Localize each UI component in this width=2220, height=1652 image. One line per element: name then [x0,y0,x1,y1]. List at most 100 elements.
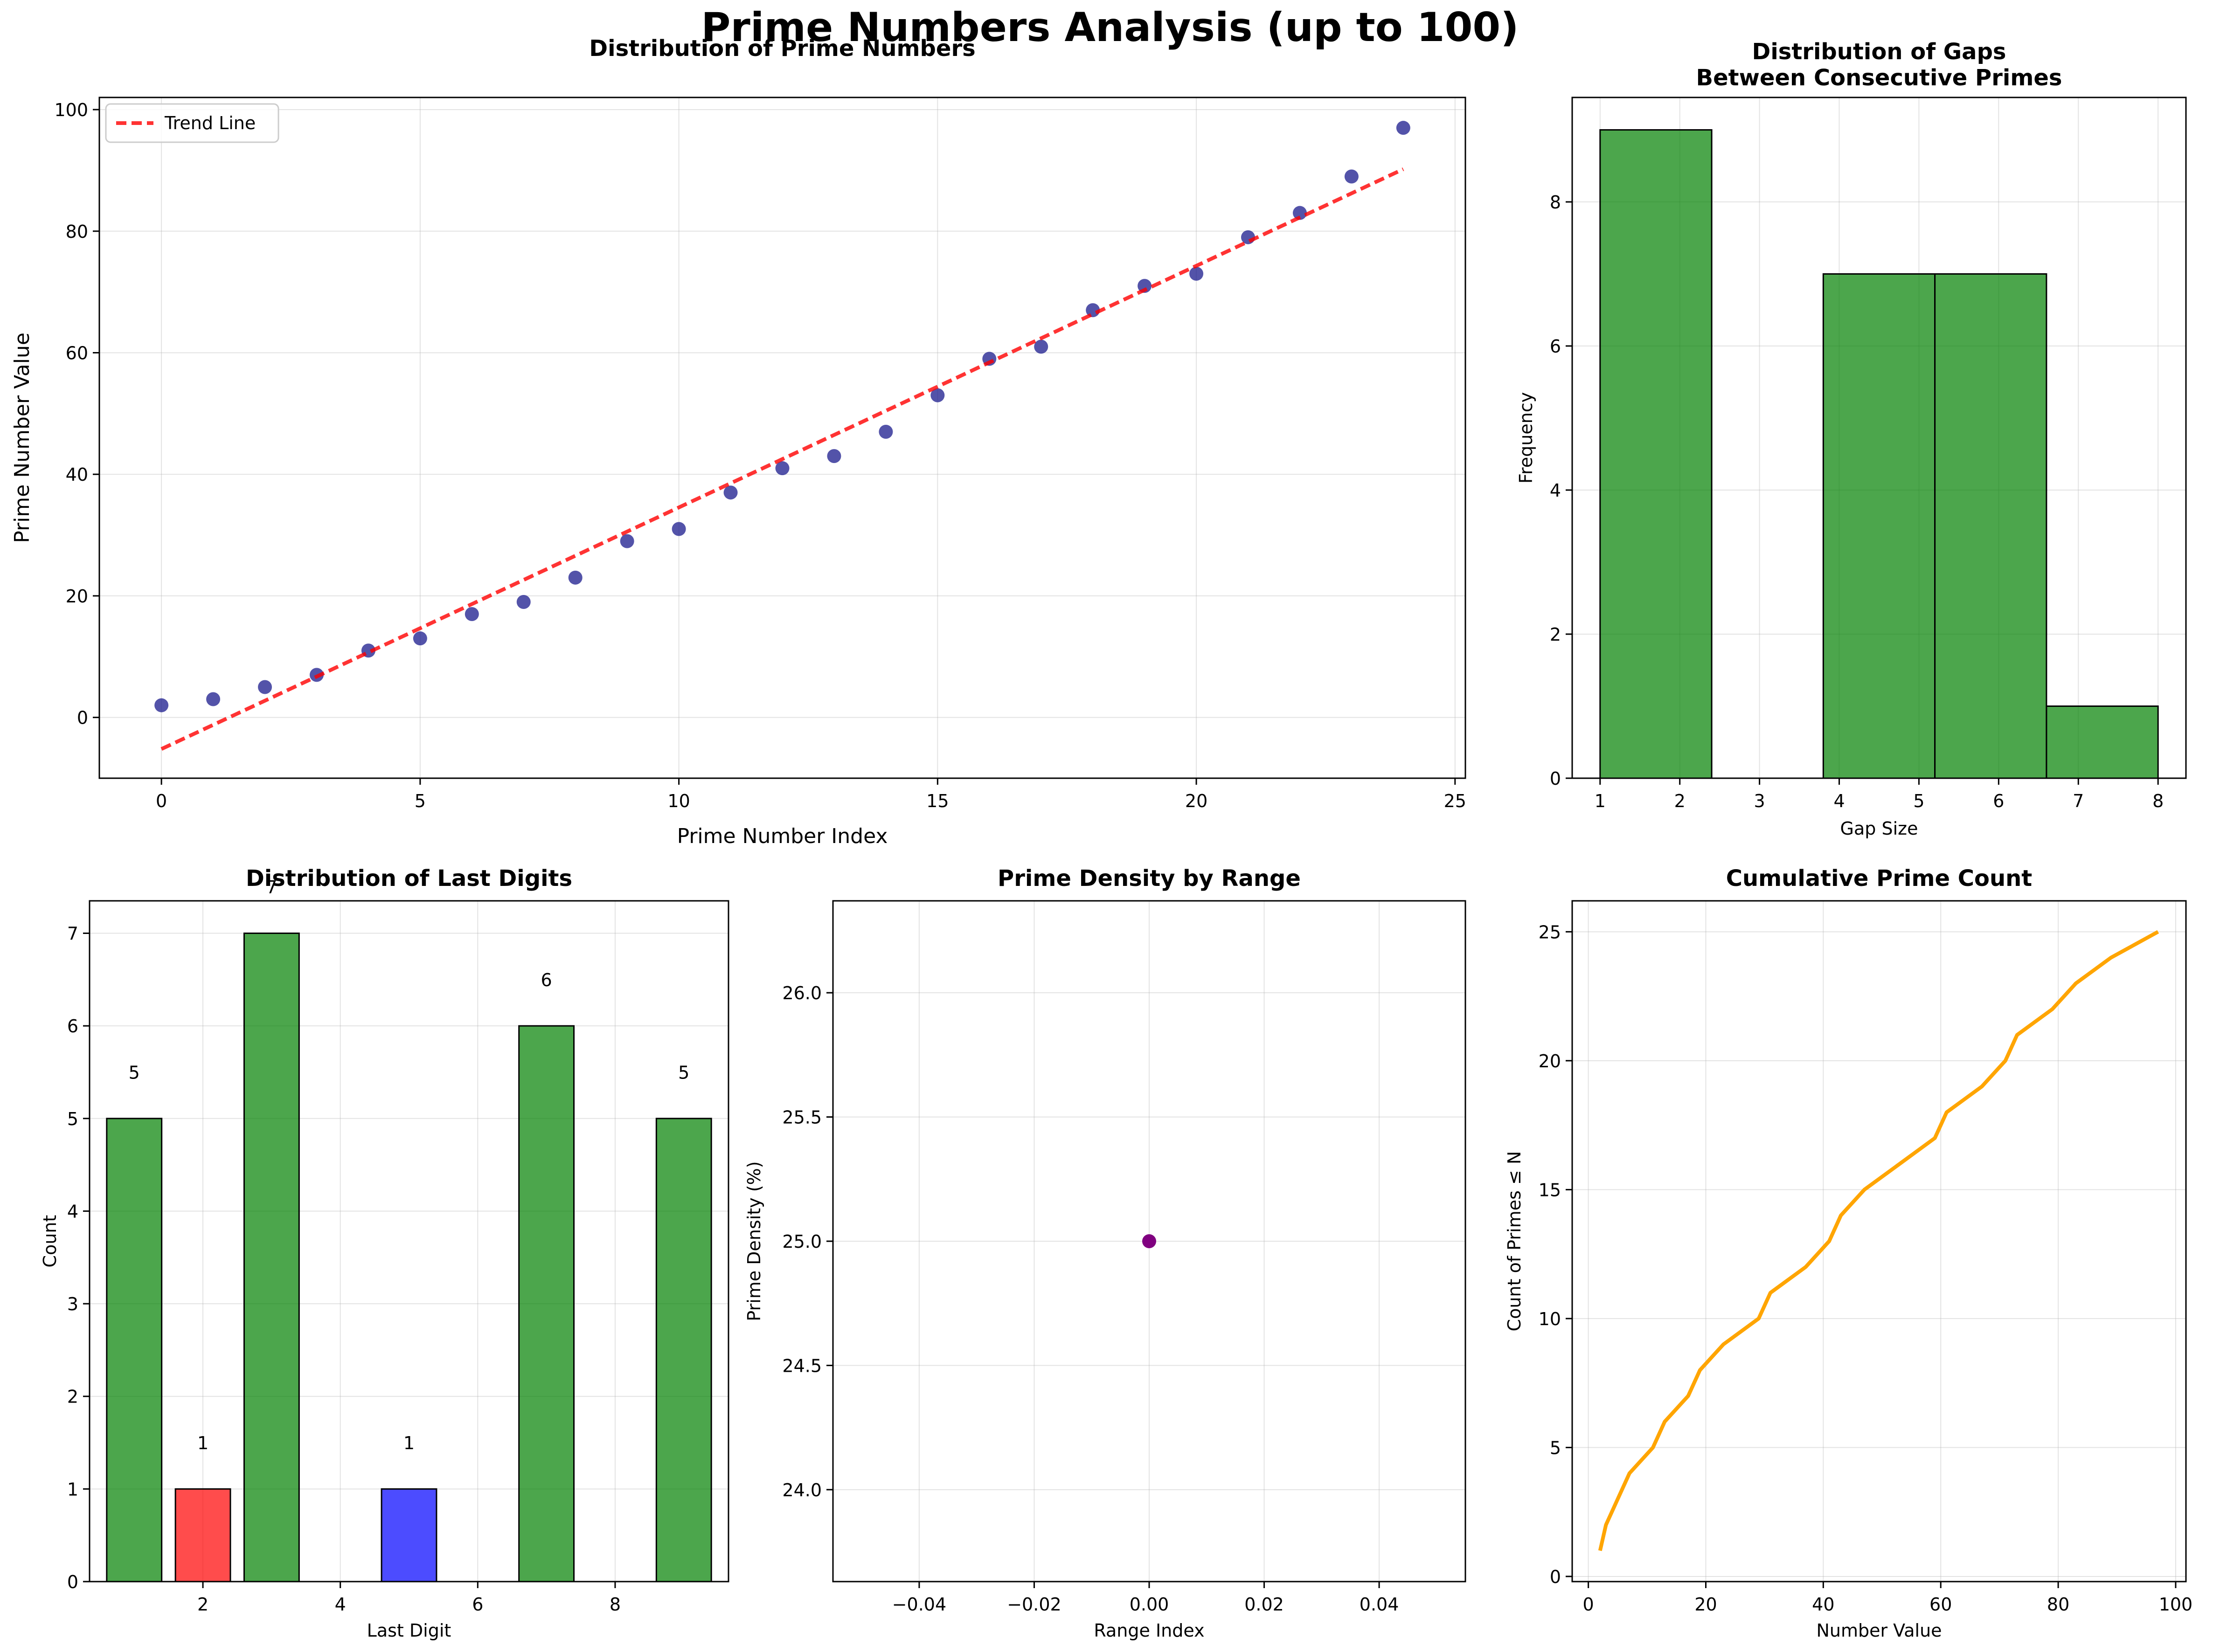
y-tick-label: 1 [67,1479,78,1500]
scatter-point [154,698,169,712]
y-tick-label: 0 [1550,1567,1561,1587]
x-tick-label: 6 [1993,791,2004,811]
x-axis-label: Last Digit [367,1620,451,1641]
scatter-point [827,449,841,463]
x-axis-label: Number Value [1816,1620,1942,1641]
y-tick-label: 25.5 [782,1107,822,1128]
axes-frame [1571,97,2187,779]
scatter-point [1034,339,1048,354]
y-axis-label: Prime Density (%) [744,1161,764,1321]
x-tick-label: 6 [472,1594,483,1615]
y-tick-label: 25 [1539,922,1561,942]
axes-frame [98,97,1466,779]
scatter-point [1396,121,1410,135]
histogram-bar [2046,705,2159,779]
scatter-point [516,594,531,609]
x-axis-label: Prime Number Index [677,824,888,848]
x-tick-label: 4 [1833,791,1845,811]
bar-value-label: 7 [266,877,277,898]
y-tick-label: 4 [67,1201,78,1222]
bar-digit-7 [518,1025,575,1583]
x-tick-label: 5 [1913,791,1924,811]
y-tick-label: 80 [66,221,88,242]
bar-digit-2 [174,1488,231,1583]
histogram-bar [1822,273,1936,779]
y-tick-label: 7 [67,924,78,944]
x-tick-label: 2 [1674,791,1686,811]
x-tick-label: 80 [2047,1594,2069,1615]
scatter-point [1189,267,1204,281]
density-point [1142,1234,1156,1248]
bar-digit-5 [381,1488,437,1583]
y-tick-label: 24.5 [782,1355,822,1376]
bar-digit-1 [106,1118,163,1583]
x-tick-label: −0.04 [892,1594,946,1615]
bar-value-label: 1 [403,1433,415,1453]
y-tick-label: 5 [1550,1438,1561,1458]
y-tick-label: 5 [67,1109,78,1129]
scatter-point [206,692,221,706]
x-axis-label: Range Index [1094,1620,1204,1641]
x-tick-label: 40 [1812,1594,1834,1615]
x-tick-label: 8 [2152,791,2164,811]
x-tick-label: 0 [156,791,167,811]
x-tick-label: −0.02 [1007,1594,1061,1615]
chart-title: Prime Density by Range [998,865,1301,892]
y-tick-label: 26.0 [782,983,822,1003]
y-axis-label: Count [40,1215,60,1268]
x-tick-label: 1 [1595,791,1606,811]
x-tick-label: 5 [415,791,426,811]
x-tick-label: 3 [1754,791,1765,811]
figure-title: Prime Numbers Analysis (up to 100) [701,4,1519,51]
chart-title: Distribution of Prime Numbers [589,35,975,62]
x-tick-label: 7 [2073,791,2084,811]
bar-value-label: 6 [541,970,552,990]
y-tick-label: 24.0 [782,1480,822,1500]
bar-digit-3 [243,933,300,1583]
x-tick-label: 0 [1583,1594,1594,1615]
legend: Trend Line [105,103,279,143]
chart-title: Cumulative Prime Count [1726,865,2032,892]
y-axis-label: Frequency [1516,392,1536,484]
chart-title: Distribution of Gaps Between Consecutive … [1696,39,2062,91]
x-tick-label: 60 [1929,1594,1952,1615]
chart-panel-2: 1 2 3 4 5 6 7 8 0 2 4 6 8 Distribution of Gaps Between… [1516,39,2187,839]
x-tick-label: 20 [1694,1594,1717,1615]
x-tick-label: 2 [197,1594,208,1615]
x-tick-label: 15 [926,791,949,811]
y-tick-label: 4 [1550,480,1561,501]
x-tick-label: 4 [335,1594,346,1615]
histogram-bar [1599,129,1713,779]
x-tick-label: 0.00 [1130,1594,1169,1615]
x-axis-label: Gap Size [1840,818,1918,839]
y-tick-label: 2 [1550,624,1561,645]
axes-frame [89,900,729,1583]
y-tick-label: 0 [67,1572,78,1592]
legend-box [105,103,279,143]
bar-digit-9 [655,1118,712,1583]
x-tick-label: 0.02 [1244,1594,1284,1615]
x-tick-label: 10 [667,791,690,811]
y-tick-label: 20 [1539,1051,1561,1071]
scatter-point [672,522,686,536]
y-tick-label: 15 [1539,1180,1561,1200]
bar-value-label: 5 [678,1062,689,1083]
bar-value-label: 5 [129,1062,140,1083]
scatter-point [930,388,945,402]
scatter-point [413,631,427,646]
chart-title: Distribution of Last Digits [246,865,572,892]
trend-line [160,167,1404,751]
x-tick-label: 100 [2159,1594,2193,1615]
chart-panel-4: −0.04 −0.02 0.00 0.02 0.04 24.0 24.5 25.0 25.5 26… [744,865,1466,1641]
y-tick-label: 8 [1550,192,1561,213]
y-tick-label: 25.0 [782,1231,822,1252]
y-tick-label: 60 [66,343,88,364]
x-tick-label: 8 [610,1594,621,1615]
y-tick-label: 40 [66,464,88,485]
chart-panel-1: Trend Line 0 5 10 15 20 25 0 20 40 60 80 100 Distribu… [10,35,1466,848]
scatter-point [568,570,583,585]
scatter-point [1138,279,1152,293]
bar-value-label: 1 [197,1433,208,1453]
